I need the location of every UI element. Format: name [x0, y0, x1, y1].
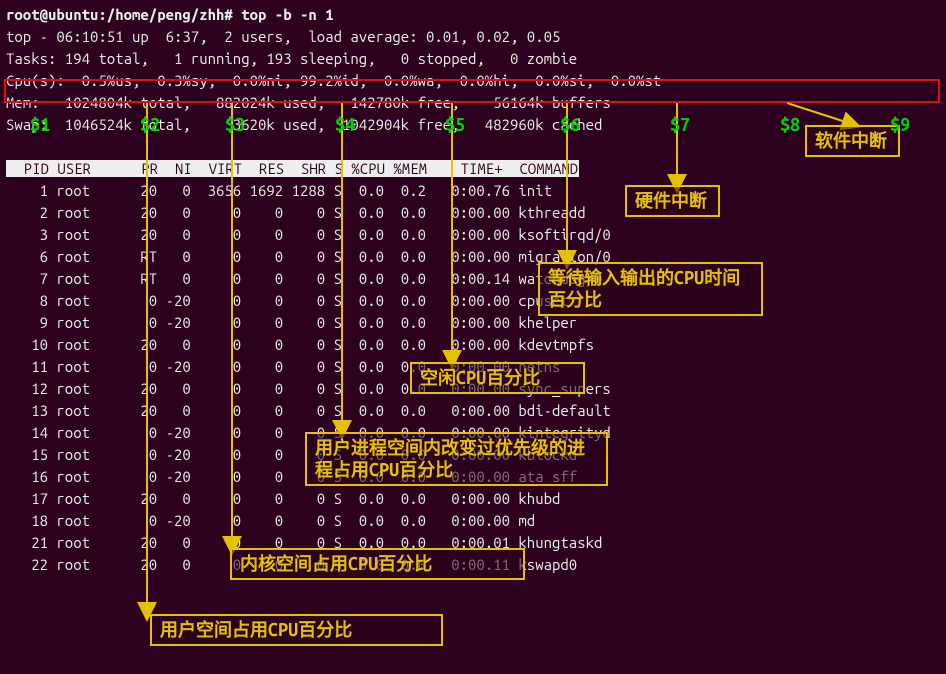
process-row: 3 root 20 0 0 0 0 S 0.0 0.0 0:00.00 ksof… [6, 224, 940, 246]
blank-line [6, 136, 940, 158]
process-row: 6 root RT 0 0 0 0 S 0.0 0.0 0:00.00 migr… [6, 246, 940, 268]
process-header: PID USER PR NI VIRT RES SHR S %CPU %MEM … [6, 158, 940, 180]
annotation-a1: 用户空间占用CPU百分比 [150, 614, 443, 646]
process-row: 14 root 0 -20 0 0 0 S 0.0 0.0 0:00.00 ki… [6, 422, 940, 444]
process-list: 1 root 20 0 3656 1692 1288 S 0.0 0.2 0:0… [6, 180, 940, 576]
summary-cpu: Cpu(s): 0.5%us, 0.3%sy, 0.0%ni, 99.2%id,… [6, 70, 940, 92]
process-row: 17 root 20 0 0 0 0 S 0.0 0.0 0:00.00 khu… [6, 488, 940, 510]
process-row: 1 root 20 0 3656 1692 1288 S 0.0 0.2 0:0… [6, 180, 940, 202]
process-row: 16 root 0 -20 0 0 0 S 0.0 0.0 0:00.00 at… [6, 466, 940, 488]
process-row: 7 root RT 0 0 0 0 S 0.0 0.0 0:00.14 watc… [6, 268, 940, 290]
summary-mem: Mem: 1024804k total, 882024k used, 14278… [6, 92, 940, 114]
summary-top: top - 06:10:51 up 6:37, 2 users, load av… [6, 26, 940, 48]
process-row: 11 root 0 -20 0 0 0 S 0.0 0.0 0:00.00 ne… [6, 356, 940, 378]
process-row: 9 root 0 -20 0 0 0 S 0.0 0.0 0:00.00 khe… [6, 312, 940, 334]
process-row: 12 root 20 0 0 0 0 S 0.0 0.0 0:00.00 syn… [6, 378, 940, 400]
process-row: 8 root 0 -20 0 0 0 S 0.0 0.0 0:00.00 cpu… [6, 290, 940, 312]
summary-swap: Swap: 1046524k total, 3620k used, 104290… [6, 114, 940, 136]
process-row: 18 root 0 -20 0 0 0 S 0.0 0.0 0:00.00 md [6, 510, 940, 532]
process-row: 21 root 20 0 0 0 0 S 0.0 0.0 0:00.01 khu… [6, 532, 940, 554]
process-row: 13 root 20 0 0 0 0 S 0.0 0.0 0:00.00 bdi… [6, 400, 940, 422]
prompt-line: root@ubuntu:/home/peng/zhh# top -b -n 1 [6, 4, 940, 26]
process-row: 10 root 20 0 0 0 0 S 0.0 0.0 0:00.00 kde… [6, 334, 940, 356]
process-row: 15 root 0 -20 0 0 0 S 0.0 0.0 0:00.00 kb… [6, 444, 940, 466]
process-row: 22 root 20 0 0 0 0 S 0.0 0.0 0:00.11 ksw… [6, 554, 940, 576]
summary-tasks: Tasks: 194 total, 1 running, 193 sleepin… [6, 48, 940, 70]
process-row: 2 root 20 0 0 0 0 S 0.0 0.0 0:00.00 kthr… [6, 202, 940, 224]
